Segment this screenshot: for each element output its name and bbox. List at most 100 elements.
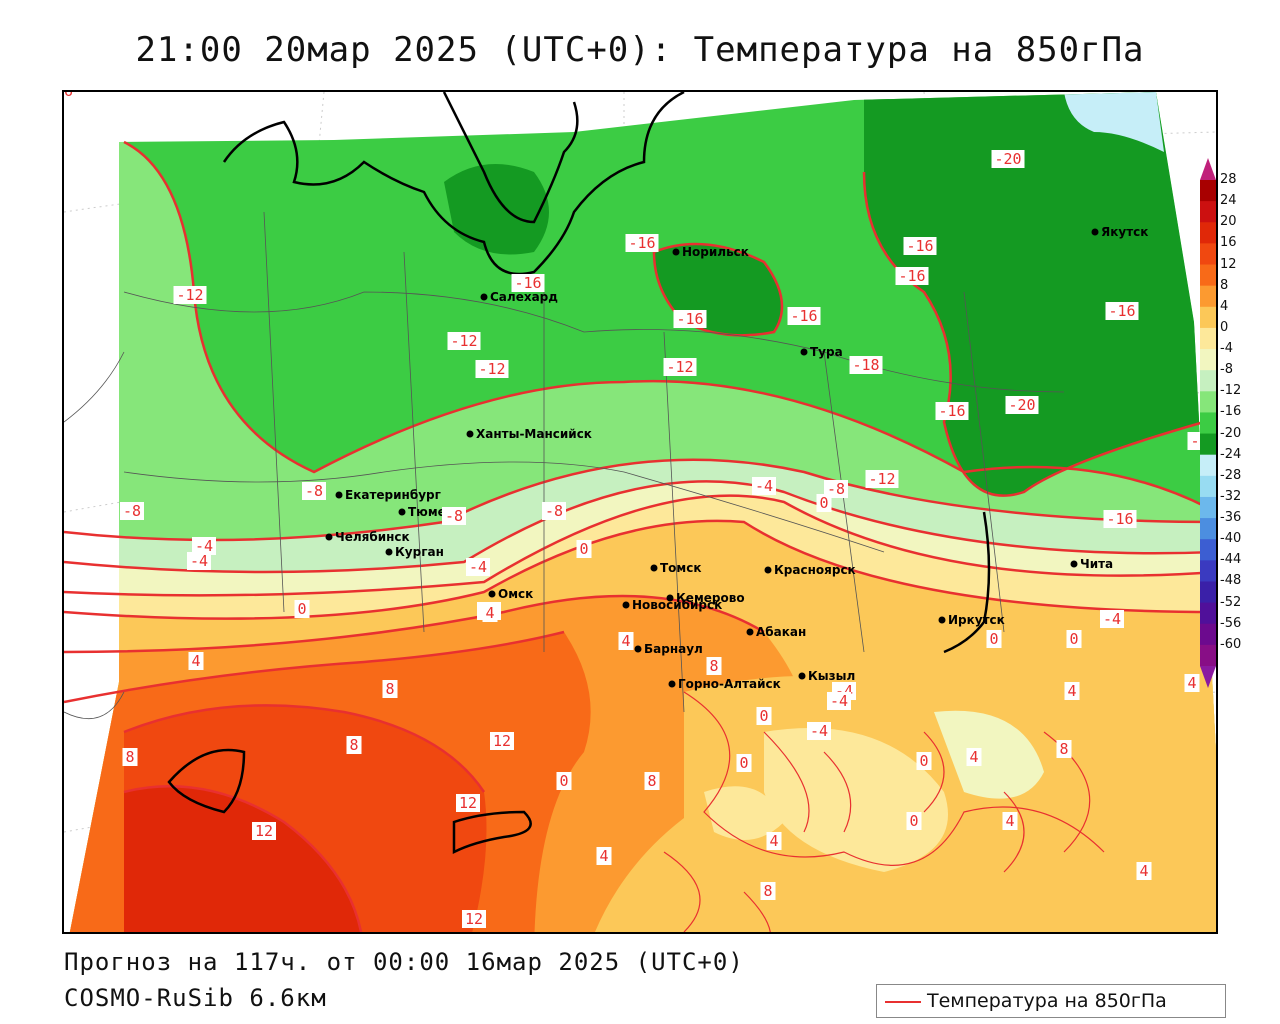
contour-label-bg	[895, 267, 929, 285]
contour-label: -4	[195, 537, 213, 555]
contour-label-bg	[1136, 862, 1152, 880]
contour-label: -16	[790, 307, 817, 325]
contour-label: -4	[755, 477, 773, 495]
contour-label: -8	[445, 507, 463, 525]
city-label: Абакан	[756, 625, 806, 639]
contour-label: 4	[1187, 674, 1196, 692]
legend-label: Температура на 850гПа	[927, 990, 1167, 1012]
colorbar-tick-label: 0	[1220, 319, 1229, 335]
city-marker	[622, 601, 630, 609]
colorbar-swatch	[1200, 518, 1216, 540]
contour-label-bg	[1105, 302, 1139, 320]
contour-label-bg	[991, 150, 1025, 168]
coastlines	[167, 92, 991, 855]
contour-label-bg	[644, 772, 660, 790]
contour-label: 12	[465, 910, 483, 928]
map-legend: Температура на 850гПа	[876, 984, 1226, 1018]
temperature-map: Салехард Норильск Якутск Тура Ханты-Мансийск…	[62, 90, 1218, 934]
contour-label: -8	[305, 482, 323, 500]
contour-label: 8	[763, 882, 772, 900]
colorbar-swatch	[1200, 560, 1216, 582]
isotherms-fine	[663, 691, 1105, 932]
city-label: Барнаул	[644, 642, 703, 656]
contour-label: -12	[666, 358, 693, 376]
contour-label: 12	[493, 732, 511, 750]
contour-label: -16	[898, 267, 925, 285]
contour-label: -12	[450, 332, 477, 350]
contour-label-bg	[294, 600, 310, 618]
contour-label: -16	[938, 402, 965, 420]
contour-label-bg	[673, 310, 707, 328]
colorbar-tick-label: -52	[1220, 594, 1242, 610]
map-canvas: Салехард Норильск Якутск Тура Ханты-Мансийск…	[64, 92, 1216, 932]
city-label: Чита	[1080, 557, 1113, 571]
contour-label: 4	[191, 652, 200, 670]
colorbar-swatch	[1200, 623, 1216, 646]
contour-label: 0	[989, 630, 998, 648]
contour-label: -20	[994, 150, 1021, 168]
contour-label-bg	[756, 707, 772, 725]
colorbar-swatch	[1200, 496, 1216, 519]
contour-label-bg	[1066, 630, 1082, 648]
city-marker	[764, 566, 772, 574]
contour-label-bg	[736, 754, 752, 772]
colorbar-tick-label: 24	[1220, 193, 1237, 209]
contour-label-bg	[1005, 396, 1039, 414]
contour-label: -12	[176, 286, 203, 304]
city-label: Якутск	[1101, 225, 1148, 239]
admin-borders	[64, 211, 1065, 720]
city-marker	[488, 590, 496, 598]
contour-label: -18	[852, 356, 879, 374]
city-marker	[1070, 560, 1078, 568]
contour-label-bg	[122, 748, 138, 766]
contour-label-bg	[618, 632, 634, 650]
city-label: Томск	[660, 561, 702, 575]
contour-label: 0	[297, 600, 306, 618]
city-label: Курган	[395, 545, 444, 559]
colorbar-swatch	[1200, 349, 1216, 371]
contour-label: -16	[1106, 510, 1133, 528]
contour-label-bg	[787, 307, 821, 325]
colorbar-swatch	[1200, 602, 1216, 625]
contour-label-bg	[442, 507, 466, 525]
colorbar-tick-label: 8	[1220, 277, 1229, 293]
contour-label-bg	[1184, 674, 1200, 692]
city-marker	[798, 672, 806, 680]
colorbar-swatch	[1200, 222, 1216, 244]
contour-label-bg	[511, 274, 545, 292]
contour-label-bg	[906, 812, 922, 830]
city-marker	[466, 430, 474, 438]
city-label: Новосибирск	[632, 598, 722, 612]
colorbar-tick-label: -16	[1220, 404, 1242, 420]
contour-label-bg	[966, 748, 982, 766]
contour-label-bg	[663, 358, 697, 376]
model-caption: COSMO-RuSib 6.6км	[64, 984, 327, 1012]
colorbar-tick-label: 12	[1220, 256, 1237, 272]
contour-label-bg	[935, 402, 969, 420]
contour-label: -8	[827, 480, 845, 498]
contour-label-bg	[542, 502, 566, 520]
city-marker	[672, 248, 680, 256]
contour-label: 4	[1005, 812, 1014, 830]
contour-label: 4	[969, 748, 978, 766]
contour-label-bg	[596, 847, 612, 865]
colorbar-swatch	[1200, 180, 1216, 202]
colorbar-swatch	[1200, 391, 1216, 413]
contour-label: 0	[1069, 630, 1078, 648]
colorbar-swatch	[1200, 370, 1216, 392]
city-label: Красноярск	[774, 563, 856, 577]
contour-label-bg	[64, 92, 76, 100]
contour-label-bg	[576, 540, 592, 558]
contour-label: 0	[759, 707, 768, 725]
contour-label-bg	[916, 752, 932, 770]
colorbar-tick-label: -32	[1220, 488, 1242, 504]
contour-label-bg	[120, 502, 144, 520]
colorbar-swatch	[1200, 644, 1216, 667]
city-layer: Салехард Норильск Якутск Тура Ханты-Мансийск…	[325, 225, 1148, 691]
city-marker	[938, 616, 946, 624]
colorbar-tick-label: -28	[1220, 467, 1242, 483]
contour-label-bg	[903, 237, 937, 255]
contour-label-bg	[556, 772, 572, 790]
colorbar-swatch	[1200, 327, 1216, 350]
contour-label: 0	[909, 812, 918, 830]
